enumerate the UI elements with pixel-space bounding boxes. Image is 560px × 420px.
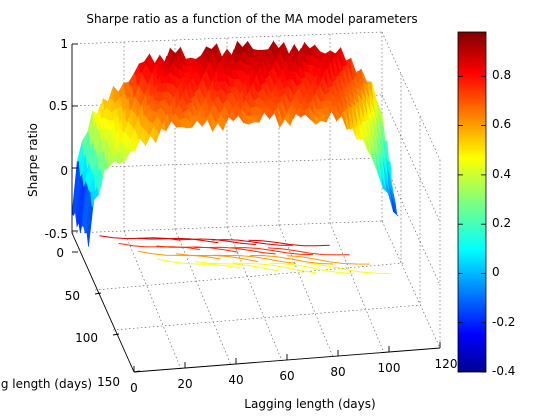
- contour-line: [211, 239, 293, 246]
- z-tick-neg0.5: -0.5: [45, 227, 68, 241]
- contour-line: [269, 262, 353, 274]
- contour-line: [137, 237, 219, 244]
- contour-line: [287, 255, 370, 265]
- contour-line: [99, 235, 181, 241]
- y-tick-100: 100: [75, 331, 98, 345]
- contour-line: [248, 239, 330, 247]
- contour-line: [157, 258, 241, 269]
- colorbar-tick-0: 0: [492, 265, 500, 279]
- contour-line: [306, 262, 390, 274]
- x-tick-120: 120: [435, 357, 458, 371]
- contour-line: [232, 262, 316, 274]
- x-tick-60: 60: [279, 369, 294, 383]
- colorbar-tick-0.2: 0.2: [492, 216, 511, 230]
- contour-line: [194, 246, 276, 255]
- chart-title: Sharpe ratio as a function of the MA mod…: [86, 12, 417, 26]
- z-tick-0.5: 0.5: [49, 99, 68, 113]
- contour-line: [195, 261, 279, 272]
- contour-line: [137, 250, 221, 260]
- x-tick-80: 80: [330, 365, 345, 379]
- x-tick-100: 100: [378, 361, 401, 375]
- colorbar-tick-0.8: 0.8: [492, 68, 511, 82]
- contour-line: [213, 254, 296, 264]
- y-axis-label: Leading length (days): [0, 377, 92, 391]
- x-axis-label: Lagging length (days): [244, 397, 375, 411]
- contour-line: [230, 247, 313, 256]
- x-tick-40: 40: [228, 373, 243, 387]
- z-axis-label: Sharpe ratio: [26, 123, 40, 197]
- colorbar-tick-neg0.4: -0.4: [492, 364, 515, 378]
- surface-patch: [376, 101, 384, 128]
- y-tick-150: 150: [97, 375, 120, 389]
- surface-plot: [71, 40, 399, 247]
- colorbar-tick-neg0.2: -0.2: [492, 315, 515, 329]
- y-tick-50: 50: [65, 289, 80, 303]
- y-tick-0: 0: [56, 246, 64, 260]
- x-tick-0: 0: [130, 381, 138, 395]
- x-tick-20: 20: [177, 377, 192, 391]
- colorbar-tick-0.4: 0.4: [492, 167, 511, 181]
- z-tick-0: 0: [60, 164, 68, 178]
- contour-line: [267, 247, 350, 256]
- contour-line: [250, 255, 333, 265]
- z-tick-1: 1: [60, 37, 68, 51]
- contour-projection: [99, 235, 390, 274]
- axes-lines: [71, 43, 441, 373]
- colorbar-gradient: [457, 31, 487, 373]
- colorbar: [457, 31, 487, 373]
- colorbar-tick-0.6: 0.6: [492, 117, 511, 131]
